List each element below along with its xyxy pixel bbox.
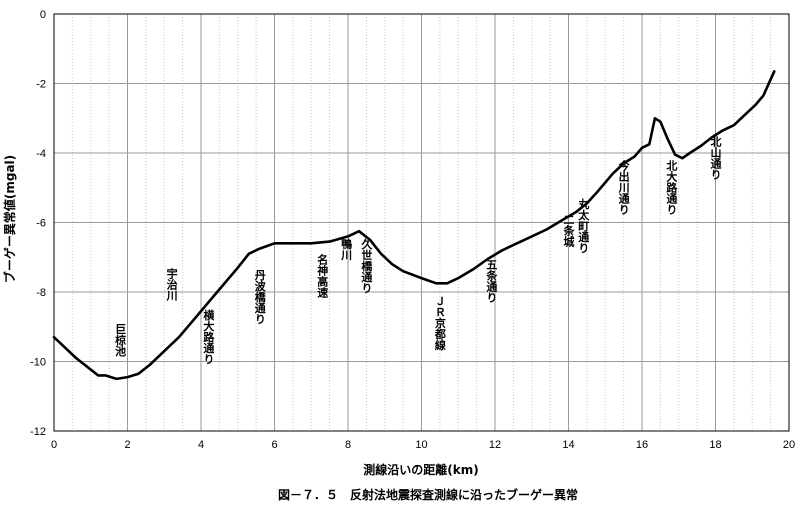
x-axis-title: 測線沿いの距離(km) (363, 462, 478, 477)
y-tick-label: -10 (30, 357, 46, 369)
plot-frame (53, 13, 790, 432)
annotation-label: 鴨川 (340, 237, 354, 260)
x-tick-label: 6 (271, 439, 277, 451)
annotation-label: 巨椋池 (114, 323, 127, 357)
y-tick-label: -12 (30, 426, 46, 438)
annotation-label: 久世橋通り (360, 237, 373, 293)
series-line (52, 70, 776, 381)
annotation-label: 二条城 (562, 214, 576, 248)
x-tick-label: 20 (783, 439, 795, 451)
figure-caption: 図－７．５ 反射法地震探査測線に沿ったブーゲー異常 (278, 487, 578, 502)
x-tick-label: 12 (489, 439, 501, 451)
y-axis-title: ブーゲー異常値(mgal) (2, 155, 17, 283)
y-tick-label: -8 (36, 287, 46, 299)
y-tick-label: -2 (36, 79, 46, 91)
x-tick-label: 14 (562, 439, 574, 451)
x-tick-label: 0 (51, 439, 57, 451)
grid (54, 14, 789, 431)
annotation-label: 横大路通り (202, 308, 215, 364)
x-tick-label: 8 (345, 439, 351, 451)
x-tick-label: 2 (124, 439, 130, 451)
x-tick-label: 16 (636, 439, 648, 451)
x-tick-label: 10 (415, 439, 427, 451)
x-axis-ticks: 0 2 4 6 8 10 12 14 16 18 20 (51, 439, 795, 451)
y-tick-label: 0 (40, 9, 46, 21)
annotation-label: 丹波橋通り (253, 269, 266, 324)
annotation-label: 北大路通り (665, 159, 678, 215)
x-tick-label: 4 (198, 439, 204, 451)
y-tick-label: -4 (36, 148, 46, 160)
y-tick-label: -6 (36, 218, 46, 230)
annotation-label: ＪＲ京都線 (433, 295, 447, 351)
annotations: 巨椋池 宇治川横大路通り 丹波橋通り 名神高速鴨川 久世橋通り ＪＲ京都線 五条通り 二条城丸… (114, 134, 722, 364)
annotation-label: 今出川通り (617, 159, 631, 215)
annotation-label: 名神高速 (316, 252, 329, 298)
annotation-label: 北山通り (709, 134, 722, 179)
y-axis-ticks: 0 -2 -4 -6 -8 -10 -12 (30, 9, 46, 438)
annotation-label: 宇治川 (165, 266, 179, 300)
annotation-label: 丸太町通り (577, 197, 591, 253)
x-tick-label: 18 (709, 439, 721, 451)
annotation-label: 五条通り (485, 259, 499, 303)
